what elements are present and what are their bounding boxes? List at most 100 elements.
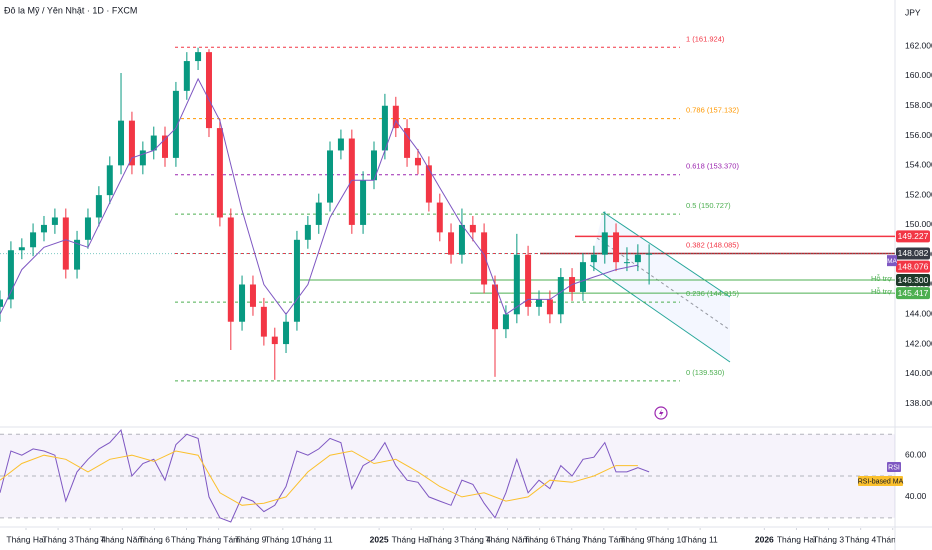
y-tick-label: 60.00 xyxy=(905,449,927,459)
price-tag xyxy=(896,287,930,300)
candle-body xyxy=(293,239,300,322)
candle-body xyxy=(51,217,58,225)
price-tag-label: 149.227 xyxy=(898,231,929,241)
candle-body xyxy=(623,262,630,264)
candle-body xyxy=(195,52,202,62)
candle-body xyxy=(183,61,190,91)
price-tag-label: 148.082 xyxy=(898,248,929,258)
alert-icon[interactable] xyxy=(654,406,668,420)
x-tick-label: 2025 xyxy=(370,534,389,544)
x-tick-label: Tháng 11 xyxy=(682,534,718,544)
candle-body xyxy=(502,314,509,330)
candle-body xyxy=(239,284,246,322)
x-tick-label: Tháng 10 xyxy=(650,534,686,544)
level-name: Hỗ trợ xyxy=(871,274,892,283)
x-tick-label: Tháng 10 xyxy=(265,534,301,544)
candle-body xyxy=(227,217,234,322)
fib-label: 0.786 (157.132) xyxy=(686,106,739,115)
candle-body xyxy=(557,277,564,315)
candle-body xyxy=(139,150,146,166)
candle-body xyxy=(392,105,399,129)
candle-body xyxy=(425,165,432,203)
currency: JPY xyxy=(905,7,921,17)
candle-body xyxy=(162,135,169,158)
candle-body xyxy=(634,254,641,263)
ma-badge xyxy=(887,255,897,267)
x-tick-label: Tháng 7 xyxy=(556,534,587,544)
candle-body xyxy=(118,120,125,166)
candle-body xyxy=(260,306,267,337)
candle-body xyxy=(172,90,179,158)
legend-tag xyxy=(858,476,903,486)
legend-tag xyxy=(887,462,901,472)
candle-body xyxy=(106,165,113,196)
candle-body xyxy=(646,253,653,255)
rsi-line xyxy=(0,429,650,523)
candle-body xyxy=(613,232,620,263)
candle-body xyxy=(216,128,223,218)
y-tick-label: 152.000 xyxy=(905,189,932,199)
candle-body xyxy=(205,52,212,129)
candle-body xyxy=(271,336,278,345)
ma-line xyxy=(0,77,639,316)
candle-body xyxy=(579,262,586,292)
candle-body xyxy=(458,224,465,255)
x-tick-label: Tháng 6 xyxy=(524,534,555,544)
candle-body xyxy=(481,232,488,285)
candle-body xyxy=(327,150,334,203)
x-tick-label: Tháng 9 xyxy=(620,534,651,544)
candle-body xyxy=(304,224,311,240)
x-tick-label: 2026 xyxy=(755,534,774,544)
x-tick-label: Tháng Hai xyxy=(777,534,816,544)
price-tag xyxy=(896,274,930,287)
price-tag-label: 145.417 xyxy=(898,288,929,298)
price-tag-label: 146.300 xyxy=(898,275,929,285)
x-tick-label: Tháng 7 xyxy=(171,534,202,544)
candle-body xyxy=(337,138,344,151)
x-tick-label: Tháng 3 xyxy=(813,534,844,544)
candle-body xyxy=(249,284,256,307)
candle-body xyxy=(7,250,14,300)
candle-body xyxy=(315,202,322,225)
fib-label: 0 (139.530) xyxy=(686,368,725,377)
y-tick-label: 156.000 xyxy=(905,130,932,140)
candle-body xyxy=(84,217,91,240)
y-tick-label: 158.000 xyxy=(905,100,932,110)
candle-body xyxy=(590,254,597,263)
x-tick-label: Tháng 4 xyxy=(845,534,876,544)
y-tick-label: 40.00 xyxy=(905,491,927,501)
candle-body xyxy=(404,128,411,158)
candle-body xyxy=(492,284,499,330)
candle-body xyxy=(436,202,443,233)
candle-body xyxy=(469,224,476,233)
ma-badge-label: MA xyxy=(887,258,897,265)
price-tag xyxy=(896,260,930,273)
pane: 1 (161.924) 0.786 (157.132) 0.618 (153.370… xyxy=(0,34,895,382)
x-tick-label: Tháng Tám xyxy=(582,534,625,544)
fib-label: 1 (161.924) xyxy=(686,34,725,43)
x-tick-label: Tháng 6 xyxy=(139,534,170,544)
x-tick-label: Tháng Năm xyxy=(485,534,529,544)
candle-body xyxy=(525,254,532,307)
candle-body xyxy=(0,299,3,307)
channel-lower xyxy=(589,264,731,363)
x-tick-label: Tháng Năm xyxy=(100,534,144,544)
price-tag xyxy=(896,230,930,243)
candle-body xyxy=(18,247,25,251)
candle-body xyxy=(513,254,520,315)
x-tick-label: Tháng 4 xyxy=(75,534,106,544)
channel-upper xyxy=(602,211,731,298)
x-tick-label: Tháng 11 xyxy=(297,534,333,544)
candle-body xyxy=(40,224,47,233)
x-tick-label: Tháng Hai xyxy=(392,534,431,544)
symbol-title: Đô la Mỹ / Yên Nhật · 1D · FXCM xyxy=(4,5,137,15)
x-tick-label: Tháng 3 xyxy=(428,534,459,544)
y-tick-label: 142.000 xyxy=(905,338,932,348)
price-tag-label: 148.076 xyxy=(898,261,929,271)
y-tick-label: 150.000 xyxy=(905,219,932,229)
candle-body xyxy=(535,299,542,307)
